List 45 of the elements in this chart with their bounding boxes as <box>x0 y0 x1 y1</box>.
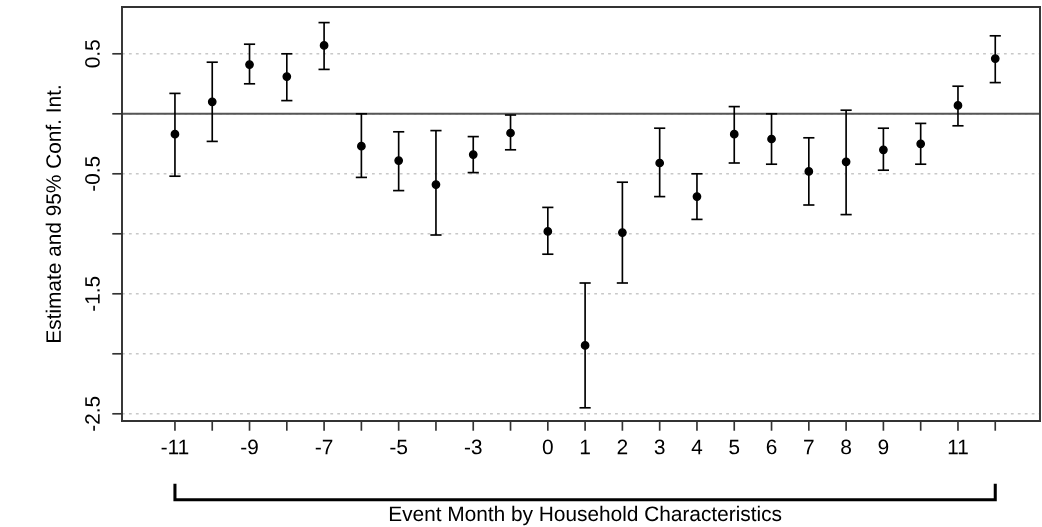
point <box>357 141 366 151</box>
y-tick-label: 0.5 <box>85 40 100 68</box>
point <box>767 134 776 144</box>
x-tick-label: 2 <box>617 439 628 455</box>
y-tick-label: -0.5 <box>85 156 100 191</box>
point <box>394 156 404 165</box>
x-tick-label: -9 <box>241 439 258 455</box>
point <box>506 128 515 138</box>
point <box>207 97 217 107</box>
x-tick-label: -3 <box>464 439 482 455</box>
x-tick-label: 8 <box>841 439 851 455</box>
point <box>655 158 665 168</box>
point <box>468 150 478 159</box>
x-tick-label: 0 <box>542 439 553 455</box>
y-tick-label: -1.5 <box>85 276 100 311</box>
x-tick-label: 5 <box>729 439 740 455</box>
x-tick-label: 6 <box>766 439 777 455</box>
x-tick-label: 4 <box>691 439 703 455</box>
point <box>953 101 963 110</box>
point <box>580 341 590 350</box>
x-tick-label: 3 <box>654 439 665 455</box>
x-tick-label: -7 <box>315 439 333 455</box>
point <box>729 129 739 139</box>
x-tick-label: 9 <box>878 439 889 455</box>
x-tick-label: 7 <box>804 439 814 455</box>
point <box>804 167 814 176</box>
point <box>618 228 627 237</box>
point <box>319 41 329 50</box>
point <box>879 145 888 155</box>
point <box>431 180 441 189</box>
point <box>916 139 926 149</box>
x-tick-label: 1 <box>580 439 590 455</box>
point <box>170 129 180 139</box>
x-tick-label: -5 <box>390 439 408 455</box>
point <box>990 54 1000 63</box>
point <box>841 157 851 167</box>
x-tick-label: -11 <box>161 439 189 455</box>
y-axis-title: Estimate and 95% Conf. Int. <box>45 86 61 342</box>
x-axis-title: Event Month by Household Characteristics <box>389 505 782 526</box>
x-tick-label: 11 <box>948 439 968 455</box>
point <box>692 192 702 201</box>
point <box>543 227 553 236</box>
point <box>282 72 292 81</box>
point <box>245 60 254 69</box>
y-tick-label: -2.5 <box>85 396 100 431</box>
